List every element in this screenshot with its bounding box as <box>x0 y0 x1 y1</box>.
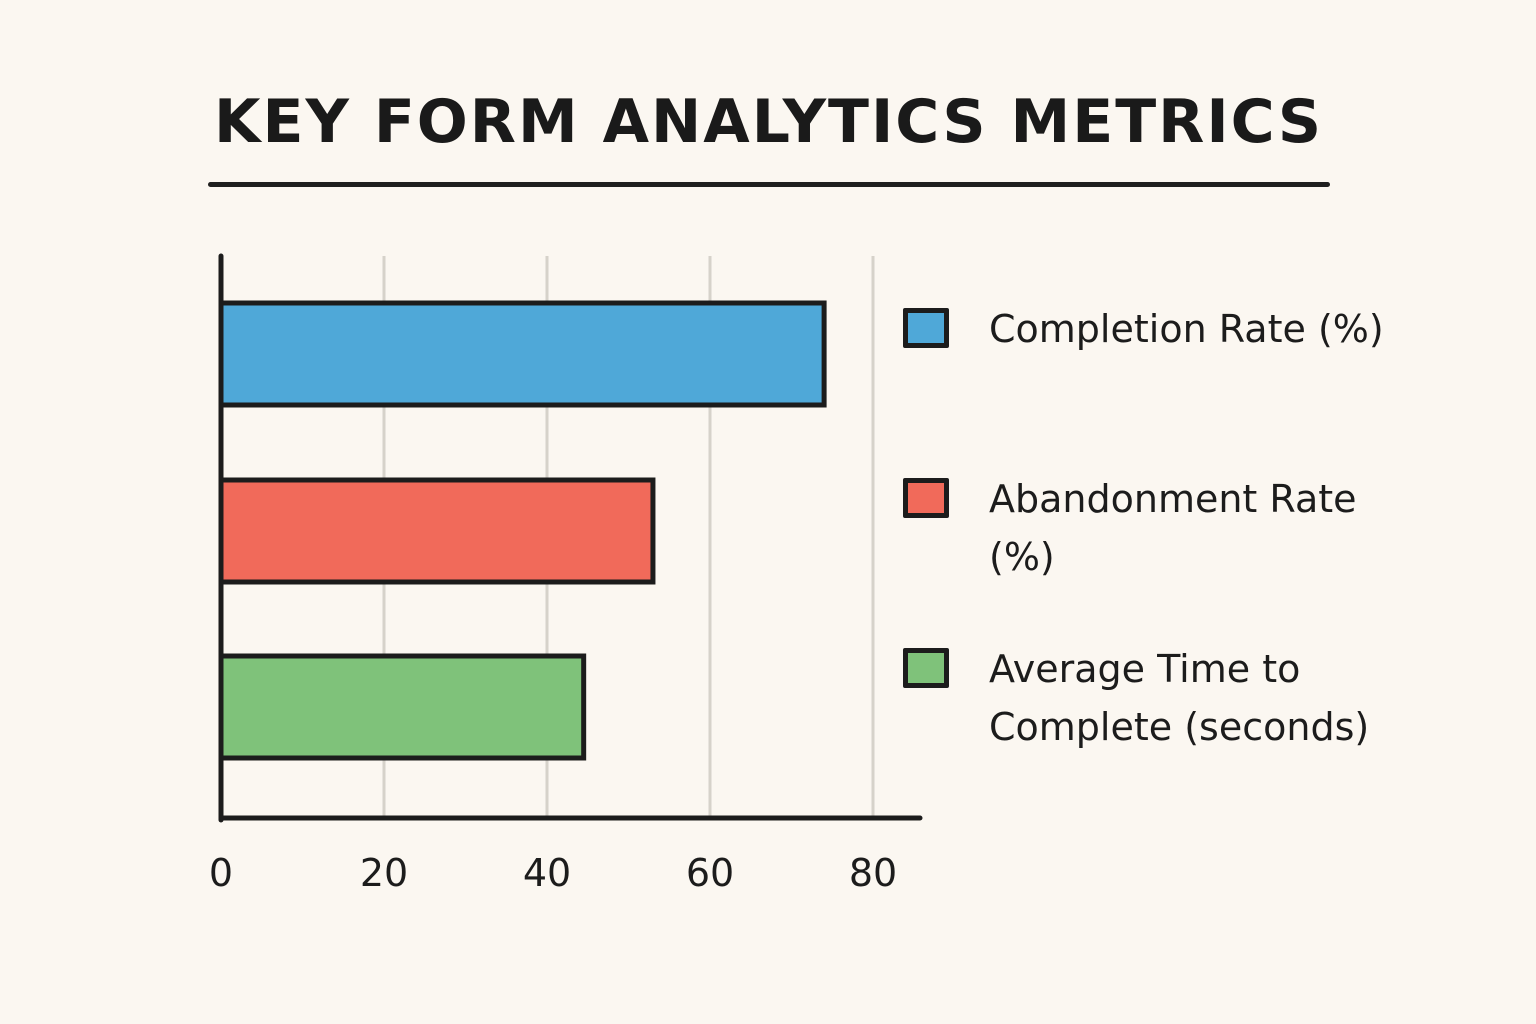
legend-swatch-completion-rate <box>903 308 949 348</box>
x-tick-label-80: 80 <box>849 851 897 895</box>
legend-label-completion-rate: Completion Rate (%) <box>989 307 1384 351</box>
title-underline <box>208 182 1330 187</box>
chart-title: KEY FORM ANALYTICS METRICS <box>214 87 1324 157</box>
x-tick-label-40: 40 <box>523 851 571 895</box>
legend-item-completion-rate: Completion Rate (%) <box>903 300 1429 358</box>
bar-1 <box>218 477 656 585</box>
x-tick-label-60: 60 <box>686 851 734 895</box>
legend-item-abandonment-rate: Abandonment Rate (%) <box>903 470 1429 586</box>
legend-swatch-abandonment-rate <box>903 478 949 518</box>
legend-item-average-time: Average Time to Complete (seconds) <box>903 640 1429 756</box>
legend-swatch-average-time <box>903 648 949 688</box>
bar-2 <box>218 653 587 761</box>
legend-label-abandonment-rate: Abandonment Rate (%) <box>989 477 1357 579</box>
x-tick-label-20: 20 <box>360 851 408 895</box>
legend-label-average-time: Average Time to Complete (seconds) <box>989 647 1370 749</box>
x-tick-label-0: 0 <box>209 851 233 895</box>
bar-0 <box>218 300 827 408</box>
